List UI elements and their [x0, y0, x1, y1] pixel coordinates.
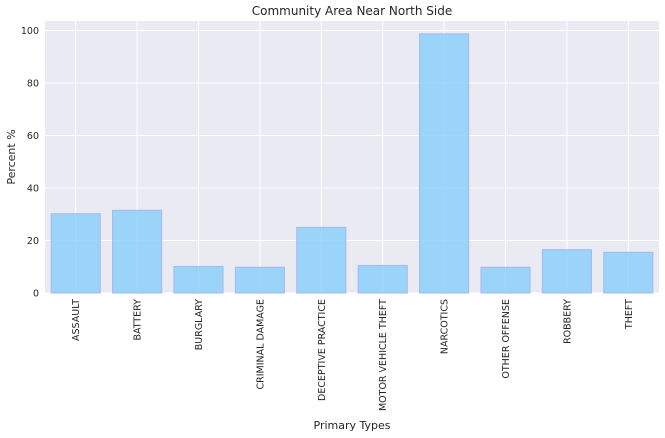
bar-robbery [541, 249, 592, 294]
x-tick-label: ASSAULT [71, 299, 82, 341]
bar-battery [112, 209, 163, 294]
bar-assault [50, 213, 101, 294]
x-tick-label: BURGLARY [194, 299, 205, 350]
x-axis-label: Primary Types [314, 419, 391, 432]
y-tick-label: 60 [27, 131, 39, 142]
bar-burglary [173, 265, 224, 294]
bar-motor-vehicle-theft [357, 264, 408, 294]
chart-title: Community Area Near North Side [252, 4, 452, 18]
x-tick-label: CRIMINAL DAMAGE [255, 299, 266, 390]
y-tick-label: 20 [27, 236, 39, 247]
y-tick-label: 0 [33, 289, 39, 300]
x-tick-label: BATTERY [133, 299, 144, 341]
bars [50, 33, 654, 294]
y-axis-ticks: 0 20 40 60 80 100 [21, 26, 39, 300]
y-tick-label: 40 [27, 183, 39, 194]
x-tick-label: NARCOTICS [440, 299, 451, 354]
x-tick-label: MOTOR VEHICLE THEFT [378, 299, 389, 411]
y-tick-label: 80 [27, 78, 39, 89]
bar-narcotics [419, 33, 470, 294]
bar-criminal-damage [234, 266, 285, 294]
x-tick-label: DECEPTIVE PRACTICE [317, 299, 328, 401]
x-tick-label: OTHER OFFENSE [501, 299, 512, 379]
y-tick-label: 100 [21, 26, 39, 37]
x-axis-ticks: ASSAULT BATTERY BURGLARY CRIMINAL DAMAGE DEC… [71, 299, 635, 411]
x-tick-label: ROBBERY [562, 299, 573, 344]
y-axis-label: Percent % [5, 129, 18, 184]
bar-other-offense [480, 266, 531, 294]
bar-deceptive-practice [296, 226, 347, 294]
bar-theft [603, 251, 654, 294]
x-tick-label: THEFT [624, 299, 635, 330]
